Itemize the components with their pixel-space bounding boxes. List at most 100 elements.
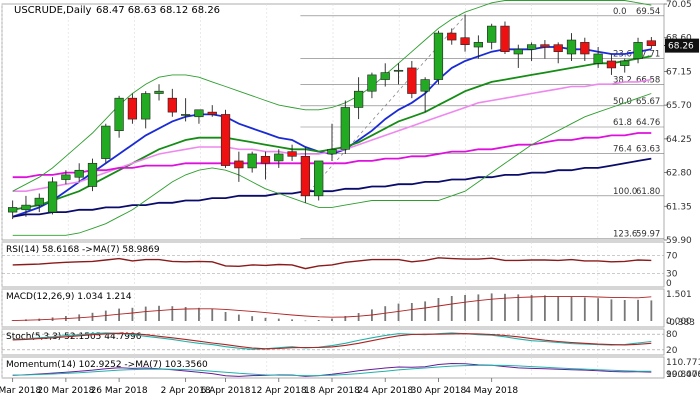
macd-histogram-bar	[291, 319, 293, 321]
candle-body	[646, 40, 656, 46]
x-axis-tick-label: 2 Apr 2018	[161, 386, 211, 396]
macd-histogram-bar	[344, 316, 347, 321]
macd-histogram-bar	[317, 320, 320, 321]
candle-body	[300, 155, 311, 197]
macd-histogram-bar	[251, 316, 254, 321]
moving-average-line-7	[12, 93, 652, 236]
candle-body	[593, 53, 603, 64]
macd-histogram-bar	[331, 318, 333, 321]
candle-body	[526, 44, 537, 50]
x-axis-tick-label: 18 Apr 2018	[304, 386, 360, 396]
candle-body	[327, 149, 337, 155]
fibonacci-ratio-label: 61.8	[613, 118, 632, 128]
fibonacci-price-label: 63.63	[636, 144, 660, 154]
rsi-panel-y-tick-label: 0	[666, 279, 672, 289]
last-price-label: 68.26	[668, 42, 694, 52]
candle-body	[393, 69, 404, 72]
price-y-tick-label: 59.90	[666, 236, 692, 246]
macd-histogram-bar	[171, 306, 174, 321]
x-axis-tick-label: 20 Mar 2018	[37, 386, 94, 396]
candle-body	[407, 67, 417, 94]
price-y-tick-label: 65.70	[666, 101, 692, 111]
rsi-panel: 70 300 RSI(14) 58.6168 ->MA(7) 58.9869	[1, 241, 678, 289]
macd-histogram-bar	[304, 320, 307, 322]
candle-body	[167, 97, 177, 113]
candle-body	[340, 107, 350, 150]
macd-histogram-bar	[530, 295, 533, 321]
price-y-tick-label: 64.25	[666, 135, 692, 145]
candle-body	[500, 25, 510, 52]
macd-histogram-bar	[224, 312, 227, 321]
candle-body	[74, 169, 84, 178]
price-y-tick-label: 67.15	[666, 67, 692, 77]
candle-body	[367, 74, 377, 92]
macd-histogram-bar	[144, 306, 147, 321]
macd-histogram-bar	[158, 305, 160, 321]
chart-ohlc-values: 68.47 68.63 68.12 68.26	[96, 5, 220, 16]
chart-symbol-title: USCRUDE,Daily	[14, 5, 91, 16]
macd-histogram-bar	[517, 294, 520, 321]
candle-body	[8, 207, 18, 213]
candle-body	[606, 60, 617, 69]
candle-body	[154, 90, 164, 94]
candle-body	[433, 32, 444, 80]
momentum-line	[12, 362, 652, 377]
candle-body	[447, 32, 457, 41]
candle-body	[460, 37, 470, 45]
candle-body	[247, 153, 257, 169]
macd-histogram-bar	[11, 320, 14, 321]
candle-body	[553, 44, 563, 52]
x-axis-tick-label: 24 Apr 2018	[357, 386, 413, 396]
macd-histogram-bar	[477, 294, 480, 321]
candle-body	[207, 111, 217, 115]
momentum-panel-y-tick-label: 110.7711	[666, 358, 700, 368]
macd-histogram-bar	[623, 300, 626, 321]
macd-histogram-bar	[131, 307, 134, 321]
fibonacci-price-label: 65.67	[636, 97, 660, 107]
fibonacci-price-label: 59.97	[636, 229, 660, 239]
x-axis-tick-label: 6 Apr 2018	[201, 386, 251, 396]
price-panel: 70.0568.6067.1565.7064.2562.8061.3559.90…	[1, 0, 699, 246]
macd-histogram-bar	[118, 308, 121, 321]
macd-histogram-bar	[570, 296, 573, 321]
momentum-panel: 110.7711 100.000099.8478 Momentum(14) 102.…	[1, 356, 700, 380]
candle-body	[234, 160, 244, 169]
candle-body	[473, 42, 483, 48]
macd-histogram-bar	[424, 301, 427, 321]
macd-histogram-bar	[198, 307, 200, 321]
candle-body	[487, 25, 497, 43]
macd-signal-line	[12, 296, 652, 322]
fibonacci-ratio-label: 50.0	[613, 97, 632, 107]
macd-histogram-bar	[557, 296, 560, 321]
macd-histogram-bar	[597, 298, 600, 321]
moving-average-line-4	[12, 132, 652, 179]
candle-body	[274, 153, 284, 162]
fibonacci-price-label: 67.71	[636, 49, 660, 59]
candle-body	[314, 160, 324, 197]
macd-histogram-bar	[437, 298, 440, 321]
candle-body	[141, 93, 151, 120]
macd-histogram-bar	[357, 313, 360, 321]
candle-body	[34, 197, 44, 206]
macd-histogram-bar	[610, 299, 613, 321]
macd-histogram-bar	[264, 317, 267, 321]
last-price-tag	[665, 38, 699, 53]
candle-body	[61, 174, 71, 180]
candle-body	[540, 44, 550, 48]
candle-body	[87, 162, 98, 187]
price-y-tick-label: 61.35	[666, 202, 692, 212]
macd-histogram-bar	[504, 293, 506, 321]
candle-body	[353, 90, 364, 108]
x-axis-tick-label: 30 Apr 2018	[411, 386, 467, 396]
fibonacci-price-label: 69.54	[636, 7, 660, 17]
rsi-panel-y-tick-label: 70	[666, 252, 678, 262]
macd-panel: 1.501 0.000-0.383 MACD(12,26,9) 1.034 1.21…	[1, 288, 695, 328]
macd-histogram-bar	[650, 300, 653, 321]
candle-body	[633, 42, 643, 59]
macd-panel-y-tick-label: -0.383	[666, 318, 695, 328]
x-axis-tick-label: 4 May 2018	[465, 386, 518, 396]
macd-histogram-bar	[277, 318, 280, 321]
candle-body	[114, 97, 124, 132]
candle-body	[580, 42, 590, 55]
